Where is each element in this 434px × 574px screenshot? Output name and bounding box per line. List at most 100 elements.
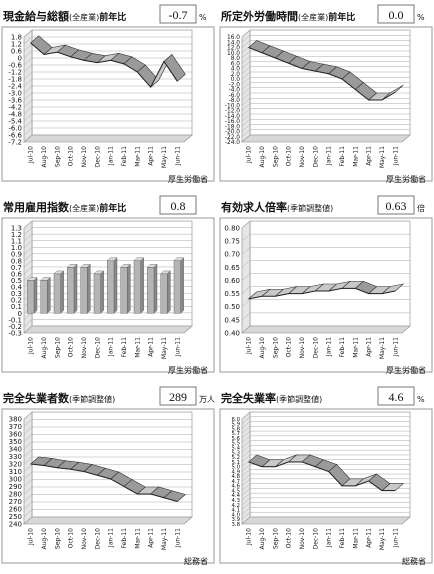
y-tick-label: 4.7 (231, 479, 240, 485)
y-tick-label: -0.1 (8, 316, 22, 324)
y-tick-label: 4.2 (231, 503, 240, 509)
grid-line (241, 119, 410, 127)
grid-line (241, 416, 410, 424)
y-tick-label: 6.0 (231, 61, 241, 67)
bar (40, 280, 48, 314)
x-tick-label: Sep-10 (54, 146, 61, 167)
y-tick-label: -6.0 (229, 93, 241, 99)
floor (23, 516, 193, 525)
y-tick-label: 1.3 (11, 224, 22, 232)
grid-line (23, 456, 192, 465)
y-tick-label: -4.2 (8, 103, 22, 111)
y-tick-label: 0.55 (224, 290, 240, 298)
back-wall (31, 29, 193, 136)
x-tick-label: Apr-11 (366, 528, 373, 548)
line (248, 461, 396, 492)
x-tick-label: Feb-11 (121, 337, 128, 358)
bar (27, 280, 35, 314)
grid-line (241, 35, 410, 43)
y-tick-label: -18.0 (225, 124, 240, 130)
grid-line (23, 240, 192, 248)
y-tick-label: 14.0 (227, 40, 240, 46)
chart-title: 完全失業率(季節調整値) (221, 391, 322, 405)
x-tick-label: May-11 (379, 337, 386, 359)
y-tick-label: 5.3 (231, 450, 240, 456)
x-tick-label: Nov-10 (81, 146, 88, 168)
grid-line (23, 127, 192, 136)
grid-line (241, 273, 410, 281)
y-tick-label: 5.9 (231, 422, 240, 428)
chart-title: 現金給与総額(全産業)前年比 (3, 9, 126, 23)
grid-line (241, 299, 410, 307)
y-tick-label: 0.50 (224, 303, 240, 311)
grid-line (241, 71, 410, 80)
latest-value: -0.7 (169, 8, 188, 22)
plot-frame (219, 26, 433, 182)
grid-line (241, 492, 410, 501)
source: 厚生労働省 (168, 365, 208, 375)
x-tick-label: Dec-10 (94, 337, 101, 359)
y-tick-label: 0.60 (224, 277, 240, 285)
x-tick-label: Oct-10 (68, 528, 75, 548)
y-tick-label: 0.65 (224, 264, 240, 272)
grid-line (23, 227, 192, 235)
grid-line (241, 445, 410, 453)
grid-line (23, 471, 192, 480)
y-tick-label: 360 (9, 430, 22, 438)
x-tick-label: Nov-10 (81, 337, 88, 359)
y-tick-label: 1.2 (11, 40, 22, 48)
x-tick-label: Jan-11 (108, 528, 115, 548)
x-tick-label: Jan-11 (326, 528, 333, 548)
y-tick-label: 4.4 (231, 493, 240, 499)
bar-side (47, 277, 51, 314)
grid-line (241, 134, 410, 143)
plot-frame (1, 217, 215, 373)
x-tick-label: Feb-11 (121, 528, 128, 549)
y-tick-label: 10.0 (227, 51, 240, 57)
y-tick-label: 0 (18, 54, 22, 62)
grid-line (23, 99, 192, 108)
x-tick-label: Dec-10 (94, 528, 101, 550)
grid-line (241, 108, 410, 116)
y-tick-label: -0.3 (8, 329, 22, 337)
y-tick-label: -5.4 (8, 117, 22, 125)
x-tick-label: Feb-11 (339, 146, 346, 167)
source: 厚生労働省 (168, 174, 208, 184)
y-tick-label: 0.1 (11, 303, 22, 311)
grid-line (23, 426, 192, 435)
grid-line (23, 233, 192, 242)
grid-line (241, 103, 410, 111)
grid-line (241, 113, 410, 122)
y-tick-label: 4.6 (231, 484, 240, 490)
x-tick-label: Sep-10 (272, 337, 279, 358)
y-tick-label: -14.0 (225, 114, 240, 120)
y-tick-label: -1.8 (8, 75, 22, 83)
grid-line (241, 29, 410, 38)
x-tick-label: Sep-10 (54, 337, 61, 358)
grid-line (241, 459, 410, 467)
latest-value: 289 (169, 390, 187, 404)
y-tick-label: 0.40 (224, 329, 240, 337)
grid-line (23, 50, 192, 59)
y-tick-label: 3.8 (231, 522, 240, 528)
line (30, 42, 178, 89)
y-tick-label: 260 (9, 505, 22, 513)
x-tick-label: Jul-10 (246, 528, 253, 546)
grid-line (23, 113, 192, 122)
x-tick-label: Dec-10 (94, 146, 101, 168)
grid-line (241, 449, 410, 458)
grid-line (241, 260, 410, 268)
grid-line (23, 106, 192, 115)
x-tick-label: Mar-11 (352, 528, 359, 549)
y-tick-label: 0.45 (224, 316, 240, 324)
x-tick-label: Apr-11 (366, 337, 373, 357)
plot-frame (1, 26, 215, 182)
latest-value: 0.8 (171, 199, 186, 213)
y-tick-label: 0.3 (11, 290, 22, 298)
y-tick-label: 350 (9, 438, 22, 446)
grid-line (241, 502, 410, 510)
x-tick-label: Jan-11 (108, 146, 115, 166)
plot-frame (219, 217, 433, 373)
x-tick-label: Dec-10 (312, 337, 319, 359)
x-tick-label: Apr-11 (148, 528, 155, 548)
